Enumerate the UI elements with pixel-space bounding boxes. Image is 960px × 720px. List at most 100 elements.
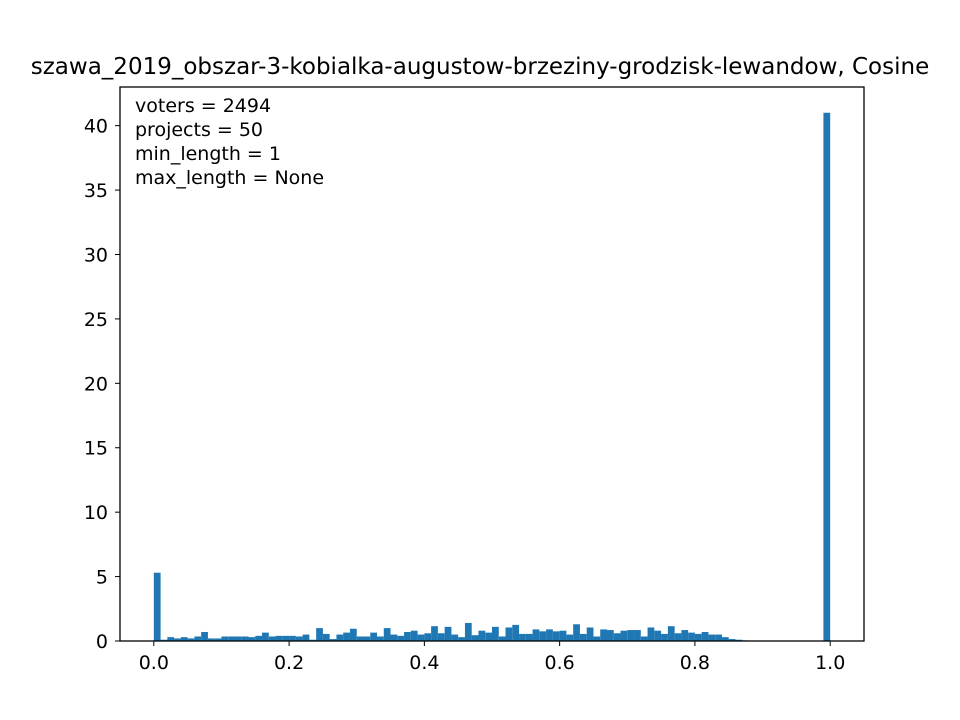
histogram-bar	[431, 626, 438, 641]
histogram-bar	[302, 634, 310, 641]
histogram-bar	[546, 629, 553, 641]
chart-title: szawa_2019_obszar-3-kobialka-augustow-br…	[31, 54, 929, 80]
histogram-bar	[492, 626, 499, 641]
y-tick-label: 30	[84, 244, 108, 266]
stats-annotation: voters = 2494 projects = 50 min_length =…	[135, 95, 324, 189]
histogram-bar	[437, 633, 445, 641]
histogram-bar	[221, 636, 229, 641]
histogram-bar	[620, 630, 628, 641]
x-tick-label: 0.8	[680, 652, 710, 674]
x-tick-label: 0.6	[545, 652, 575, 674]
y-tick-label: 10	[84, 502, 108, 524]
histogram-bar	[640, 636, 648, 641]
annotation-max-length: max_length = None	[135, 167, 324, 189]
histogram-bar	[356, 636, 364, 641]
histogram-bar	[823, 112, 831, 641]
histogram-bar	[424, 633, 432, 641]
histogram-bar	[322, 633, 330, 641]
annotation-min-length: min_length = 1	[135, 143, 281, 165]
histogram-bar	[512, 624, 520, 641]
histogram-bar	[728, 639, 736, 641]
histogram-bar	[316, 628, 323, 641]
x-tick-label: 0.2	[274, 652, 304, 674]
histogram-bar	[471, 635, 479, 641]
histogram-bar	[207, 638, 215, 641]
histogram-bar	[593, 636, 601, 641]
histogram-bar	[329, 639, 337, 641]
histogram-bar	[370, 632, 378, 641]
histogram-bar	[606, 630, 614, 641]
histogram-bar	[390, 634, 398, 641]
histogram-bar	[519, 633, 526, 641]
histogram-bar	[187, 638, 195, 641]
histogram-bar	[417, 634, 425, 641]
annotation-projects: projects = 50	[135, 119, 263, 141]
histogram-bar	[410, 630, 418, 641]
histogram-bar	[194, 636, 202, 641]
y-tick-label: 20	[84, 373, 108, 395]
histogram-bar	[485, 632, 492, 641]
histogram-bar	[708, 634, 716, 641]
histogram-bar	[180, 637, 188, 641]
histogram-bar	[573, 624, 580, 641]
histogram-bar	[275, 635, 283, 641]
y-tick-label: 0	[96, 631, 108, 653]
histogram-bar	[343, 632, 350, 641]
y-tick-label: 15	[84, 438, 108, 460]
histogram-bar	[349, 628, 357, 641]
histogram-bar	[464, 622, 472, 641]
histogram-bar	[451, 634, 459, 641]
histogram-bar	[600, 629, 607, 641]
histogram-bar	[383, 628, 391, 641]
histogram-bar	[539, 631, 547, 641]
histogram-bar	[234, 636, 242, 641]
histogram-bar	[289, 635, 296, 641]
histogram-bar	[688, 632, 695, 641]
x-axis: 0.0 0.2 0.4 0.6 0.8 1.0	[139, 641, 845, 674]
y-tick-label: 40	[84, 116, 108, 138]
histogram-bar	[647, 627, 655, 641]
histogram-bar	[241, 636, 249, 641]
histogram-bar	[404, 631, 411, 641]
histogram-bar	[586, 627, 594, 641]
x-tick-label: 0.0	[139, 652, 169, 674]
histogram-bar	[579, 633, 587, 641]
y-tick-label: 5	[96, 567, 108, 589]
histogram-bar	[532, 629, 540, 641]
histogram-bar	[559, 630, 567, 641]
histogram-bar	[282, 635, 290, 641]
histogram-bar	[268, 636, 276, 641]
histogram-bar	[721, 637, 729, 641]
histogram-bar	[248, 637, 256, 641]
x-tick-label: 1.0	[815, 652, 845, 674]
y-tick-label: 25	[84, 309, 108, 331]
histogram-bar	[634, 630, 641, 641]
y-axis: 0 5 10 15 20 25 30 35 40	[84, 116, 120, 653]
histogram-bar	[363, 636, 371, 641]
histogram-bar	[613, 633, 621, 641]
histogram-bar	[336, 634, 344, 641]
histogram-bar	[498, 636, 506, 641]
y-tick-label: 35	[84, 180, 108, 202]
histogram-bar	[525, 633, 533, 641]
histogram-bar	[255, 635, 263, 641]
histogram-bar	[694, 633, 702, 641]
histogram-bar	[228, 636, 235, 641]
annotation-voters: voters = 2494	[135, 95, 271, 117]
histogram-bar	[295, 636, 303, 641]
histogram-bar	[661, 633, 668, 641]
histogram-bar	[674, 633, 682, 641]
histogram-bar	[458, 637, 465, 641]
histogram-bar	[397, 635, 405, 641]
x-tick-label: 0.4	[409, 652, 439, 674]
histogram-bar	[377, 636, 384, 641]
histogram-bar	[174, 638, 181, 641]
histogram-bar	[681, 630, 689, 641]
plot-frame	[119, 86, 865, 642]
histogram-bar	[214, 638, 222, 641]
bars-layer	[153, 112, 831, 641]
histogram-bar	[552, 631, 560, 641]
histogram-bar	[654, 630, 662, 641]
histogram-bar	[167, 637, 175, 641]
